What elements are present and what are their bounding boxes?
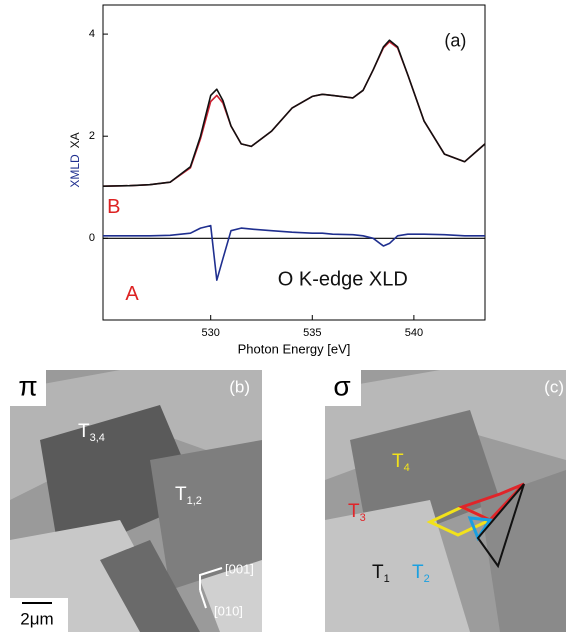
domain-subscript: 2 xyxy=(424,573,430,585)
domain-letter: T xyxy=(412,562,424,583)
x-tick-label: 540 xyxy=(405,327,423,339)
domain-subscript: 1 xyxy=(384,573,390,585)
direction: [001] xyxy=(225,561,254,576)
domain-subscript: 1,2 xyxy=(187,495,202,507)
domain-label: T4 xyxy=(392,451,410,474)
domain-label: T3,4 xyxy=(78,421,105,444)
series-line xyxy=(103,224,485,281)
series-line xyxy=(103,39,485,187)
plot-frame xyxy=(102,4,486,321)
y-axis-label: XMLD XA xyxy=(68,132,82,187)
annotation: O K-edge XLD xyxy=(278,268,408,290)
domain-label: T3 xyxy=(348,501,366,524)
domain-letter: T xyxy=(175,484,187,505)
annotation: B xyxy=(107,196,120,218)
direction-arrows xyxy=(199,567,223,609)
x-tick-label: 535 xyxy=(303,327,321,339)
y-label-part: XA xyxy=(68,132,82,148)
label-box xyxy=(325,370,361,406)
panel-label: (b) xyxy=(229,377,250,396)
annotation: A xyxy=(125,283,139,305)
x-tick-label: 530 xyxy=(202,327,220,339)
series-line xyxy=(103,41,485,187)
micrograph-c xyxy=(325,370,566,632)
domain-label: T2 xyxy=(412,562,430,585)
polarization: π xyxy=(18,370,37,401)
domain-label: T1,2 xyxy=(175,484,202,507)
domain-label: T1 xyxy=(372,562,390,585)
direction: [010] xyxy=(214,603,243,618)
polarization: σ xyxy=(333,370,350,401)
y-tick-label: 0 xyxy=(89,232,95,244)
micrograph-b xyxy=(10,370,262,632)
domain-letter: T xyxy=(392,451,404,472)
label-box xyxy=(10,370,46,406)
domain-letter: T xyxy=(78,421,90,442)
x-axis-label: Photon Energy [eV] xyxy=(238,341,351,356)
domain-subscript: 3 xyxy=(360,512,366,524)
domain-letter: T xyxy=(348,501,360,522)
domain-subscript: 3,4 xyxy=(90,432,105,444)
annotation: (a) xyxy=(444,31,466,51)
y-label-part: XMLD xyxy=(68,154,82,188)
domain-subscript: 4 xyxy=(404,462,410,474)
plot-area xyxy=(103,39,485,281)
y-tick-label: 2 xyxy=(89,130,95,142)
domain-letter: T xyxy=(372,562,384,583)
y-tick-label: 4 xyxy=(89,28,95,40)
panel-label: (c) xyxy=(544,377,564,396)
scale-label: 2μm xyxy=(20,609,53,628)
